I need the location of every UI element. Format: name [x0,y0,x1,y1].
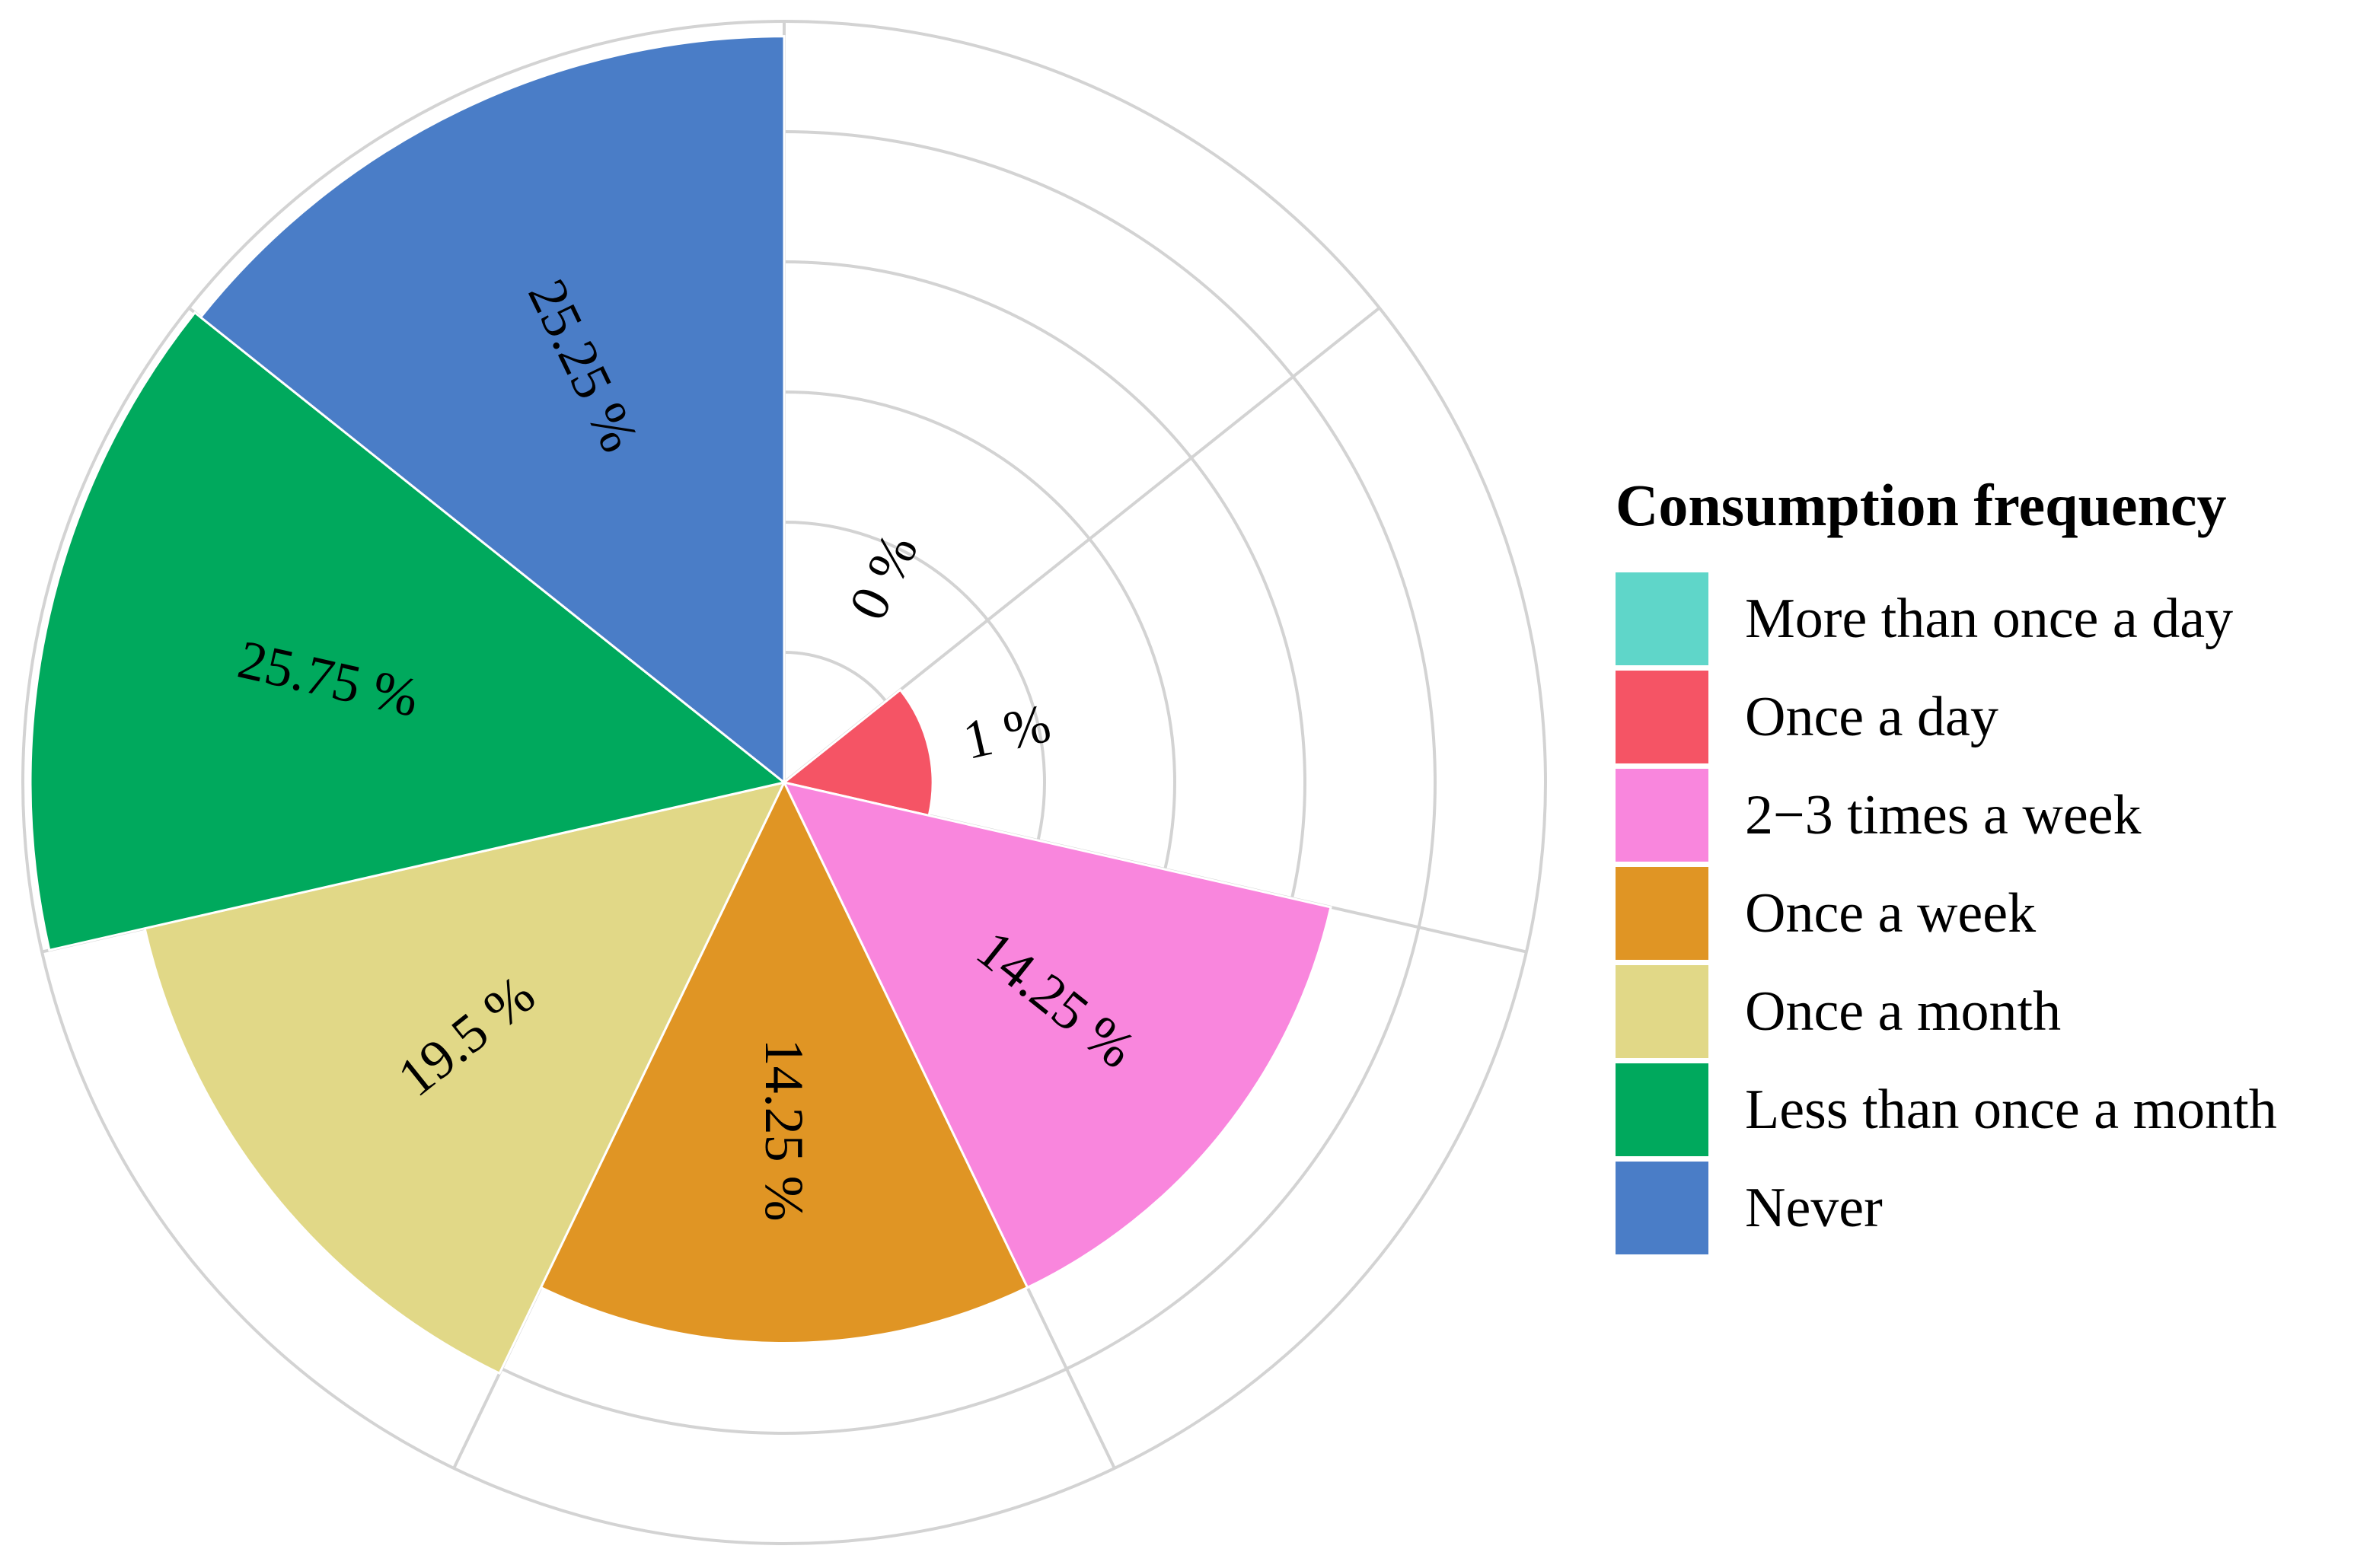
legend-label: More than once a day [1745,588,2233,650]
data-label: 1 % [958,693,1056,771]
legend-label: Once a month [1745,980,2061,1043]
sector-5 [143,780,786,1375]
legend-label: Less than once a month [1745,1079,2277,1141]
sector-2 [781,688,934,817]
legend-swatch [1616,867,1708,960]
sector-6 [29,311,787,952]
sector-4 [539,779,1029,1344]
legend-swatch [1616,1063,1708,1156]
legend-label: Once a week [1745,882,2036,945]
legend-swatch [1616,671,1708,763]
legend-swatch [1616,769,1708,862]
legend-label: Never [1745,1177,1883,1239]
data-label: 0 % [837,524,930,629]
legend-swatch [1616,572,1708,665]
legend-swatch [1616,965,1708,1058]
legend-label: Once a day [1745,686,1998,748]
legend-swatch [1616,1162,1708,1254]
legend: Consumption frequency More than once a d… [1616,472,2277,1254]
sector-7 [199,35,786,786]
legend-title: Consumption frequency [1616,472,2227,538]
legend-label: 2−3 times a week [1745,784,2142,846]
data-label: 14.25 % [754,1039,815,1222]
sector-3 [782,780,1332,1289]
bar-layer [29,35,1332,1375]
legend-items: More than once a day Once a day 2−3 times … [1616,572,2277,1254]
